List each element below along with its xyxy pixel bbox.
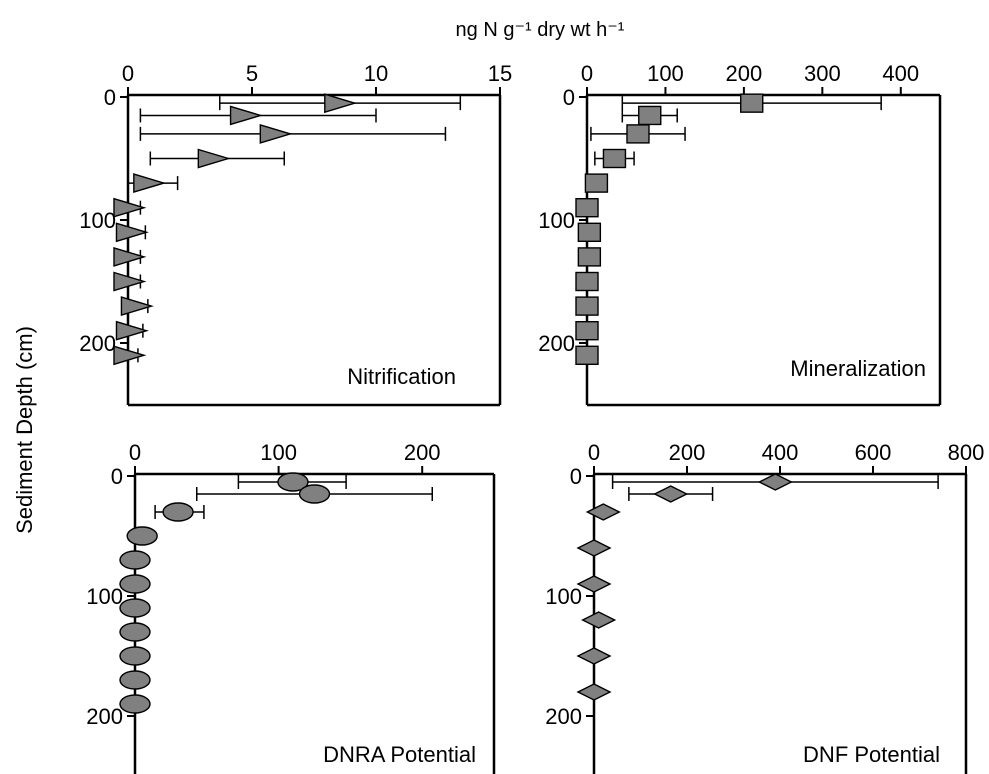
x-tick-label: 10: [364, 61, 388, 86]
panel-label: DNF Potential: [803, 742, 940, 767]
data-point: [113, 345, 147, 366]
data-point: [577, 247, 602, 267]
panel-nitrification: 0 5 10 15 0 100 200 Nitrification: [79, 61, 512, 407]
x-tick-label: 0: [581, 61, 593, 86]
data-point: [626, 124, 650, 144]
data-point: [119, 670, 151, 690]
x-tick-label: 400: [882, 61, 919, 86]
data-point: [119, 550, 151, 570]
x-tick-label: 200: [726, 61, 763, 86]
data-point: [575, 197, 599, 218]
data-point: [575, 271, 599, 292]
panel-dnra-potential: 0 100 200 0 100 200 DNRA Potential: [86, 440, 496, 774]
panel-label: Nitrification: [347, 364, 456, 389]
data-point: [575, 321, 599, 341]
data-point: [576, 539, 612, 557]
x-tick-label: 300: [804, 61, 841, 86]
data-point: [197, 148, 231, 169]
data-point: [602, 148, 627, 169]
data-point: [119, 646, 151, 666]
y-tick-label: 200: [545, 704, 582, 729]
data-point: [113, 197, 147, 218]
x-tick-label: 5: [246, 61, 258, 86]
data-point: [119, 574, 151, 594]
data-point: [324, 93, 358, 114]
x-tick-label: 800: [948, 440, 985, 465]
y-tick-label: 0: [104, 85, 116, 110]
panel-label: Mineralization: [790, 356, 926, 381]
data-point: [119, 694, 151, 714]
data-point: [229, 105, 263, 126]
x-tick-label: 200: [669, 440, 706, 465]
data-point: [259, 123, 293, 144]
x-tick-label: 600: [855, 440, 892, 465]
data-point: [584, 173, 609, 193]
panel-label: DNRA Potential: [323, 742, 476, 767]
x-tick-label: 400: [762, 440, 799, 465]
y-tick-label: 0: [563, 85, 575, 110]
y-tick-label: 200: [538, 331, 575, 356]
x-tick-label: 15: [488, 61, 512, 86]
y-tick-label: 0: [570, 464, 582, 489]
data-point: [581, 611, 617, 629]
x-tick-label: 100: [647, 61, 684, 86]
data-point: [577, 222, 602, 243]
x-tick-label: 0: [129, 440, 141, 465]
data-point: [162, 502, 194, 522]
data-point: [120, 296, 154, 317]
x-tick-label: 0: [122, 61, 134, 86]
x-unit-label: ng N g⁻¹ dry wt h⁻¹: [456, 19, 625, 41]
panel-dnf-potential: 0 200 400 600 800 0 100 200 DNF Potential: [545, 440, 984, 774]
data-point: [277, 472, 309, 492]
data-point: [119, 622, 151, 642]
data-point: [740, 93, 764, 113]
y-tick-label: 100: [545, 584, 582, 609]
panel-mineralization: 0 100 200 300 400 0 100 200 Mineralization: [538, 61, 942, 407]
data-point: [576, 575, 612, 593]
data-point: [653, 485, 689, 503]
data-point: [576, 647, 612, 665]
x-tick-label: 0: [588, 440, 600, 465]
data-point: [115, 222, 149, 243]
y-tick-label: 200: [86, 704, 123, 729]
data-point: [126, 526, 158, 546]
data-point: [638, 105, 662, 126]
y-tick-label: 100: [538, 208, 575, 233]
data-point: [113, 271, 147, 292]
data-point: [119, 598, 151, 618]
data-point: [133, 173, 167, 194]
data-point: [575, 345, 599, 365]
data-point: [115, 320, 149, 341]
data-point: [757, 473, 793, 491]
y-tick-label: 100: [86, 584, 123, 609]
data-point: [585, 503, 621, 521]
y-axis-label: Sediment Depth (cm): [12, 326, 37, 534]
data-point: [575, 296, 599, 316]
y-tick-label: 0: [111, 464, 123, 489]
y-tick-label: 200: [79, 331, 116, 356]
y-tick-label: 100: [79, 208, 116, 233]
data-point: [576, 683, 612, 701]
x-tick-label: 200: [404, 440, 441, 465]
data-point: [298, 484, 331, 504]
x-tick-label: 100: [260, 440, 297, 465]
data-point: [113, 246, 147, 267]
